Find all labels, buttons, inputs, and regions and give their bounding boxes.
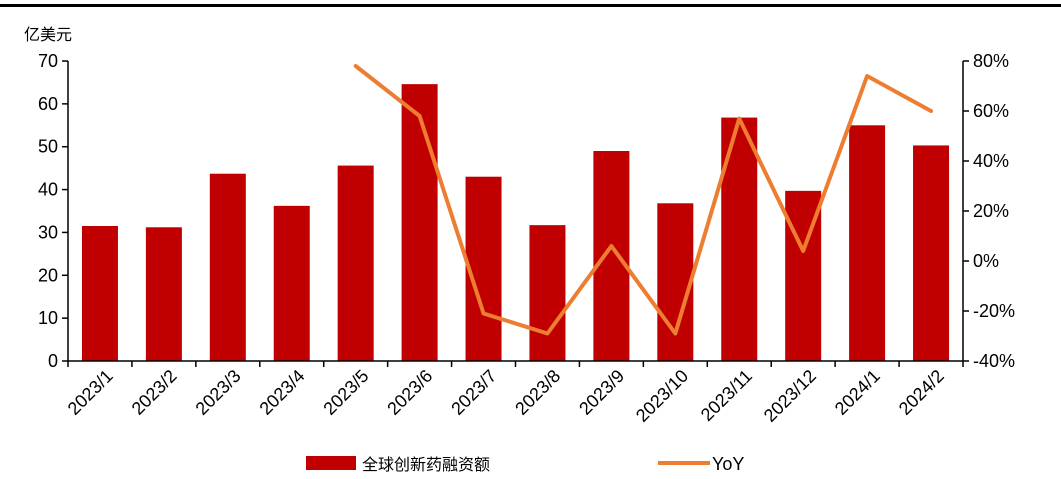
legend-bar-label: 全球创新药融资额 [362,455,490,474]
left-tick-label: 70 [38,51,58,71]
left-tick-label: 50 [38,137,58,157]
left-tick-label: 40 [38,180,58,200]
top-rule [0,4,1061,7]
x-tick-label: 2023/7 [447,366,500,419]
right-tick-label: 0% [973,251,999,271]
legend-bar-swatch [306,456,356,470]
bar-2023/6 [401,84,438,361]
bar-2024/1 [849,125,886,361]
x-tick-label: 2023/6 [383,366,436,419]
x-tick-label: 2023/1 [64,366,117,419]
x-tick-label: 2023/12 [760,366,820,426]
left-tick-label: 30 [38,222,58,242]
x-tick-label: 2023/2 [128,366,181,419]
bar-2023/5 [337,165,374,361]
x-tick-label: 2023/10 [632,366,692,426]
yoy-point-2024/1 [866,75,868,77]
yoy-point-2024/2 [930,110,932,112]
bar-2023/3 [209,173,246,361]
bar-2023/2 [145,227,182,361]
yoy-point-2023/5 [355,65,357,67]
left-tick-label: 0 [48,351,58,371]
yoy-point-2023/7 [483,313,485,314]
left-tick-label: 20 [38,265,58,285]
yoy-line [353,64,934,336]
right-tick-label: -20% [973,301,1015,321]
right-tick-label: 20% [973,201,1009,221]
legend: 全球创新药融资额 YoY [306,454,744,474]
left-tick-label: 60 [38,94,58,114]
bar-2023/4 [273,205,310,361]
yoy-point-2023/9 [610,245,612,247]
x-tick-label: 2024/1 [831,366,884,419]
x-tick-label: 2023/9 [575,366,628,419]
x-tick-label: 2023/11 [697,366,756,425]
x-tick-label: 2023/3 [192,366,245,419]
bar-2023/10 [657,203,694,361]
bar-2023/1 [81,226,118,361]
bar-2023/8 [529,225,566,361]
yoy-point-2023/11 [738,118,740,119]
x-tick-label: 2023/5 [319,366,372,419]
right-tick-label: -40% [973,351,1015,371]
yoy-point-2023/12 [802,250,804,252]
right-tick-label: 60% [973,101,1009,121]
right-tick-label: 40% [973,151,1009,171]
left-tick-label: 10 [38,308,58,328]
x-tick-label: 2023/4 [256,366,309,419]
right-tick-label: 80% [973,51,1009,71]
yoy-point-2023/10 [674,333,676,334]
x-tick-label: 2024/2 [895,366,948,419]
bar-2023/7 [465,176,502,361]
legend-line-label: YoY [712,454,744,474]
yoy-point-2023/6 [419,115,421,117]
y-unit-label: 亿美元 [24,25,72,44]
bar-2024/2 [913,145,950,361]
bar-2023/9 [593,151,630,361]
x-tick-label: 2023/8 [511,366,564,419]
yoy-point-2023/8 [546,333,548,334]
